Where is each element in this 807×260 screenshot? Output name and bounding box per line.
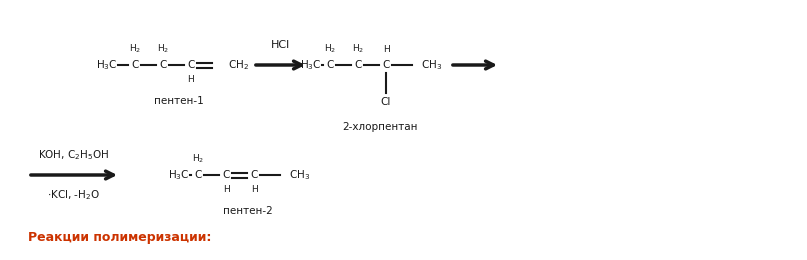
Text: C: C [383, 60, 390, 70]
Text: $\mathregular{CH_3}$: $\mathregular{CH_3}$ [421, 58, 442, 72]
Text: C: C [354, 60, 362, 70]
Text: H: H [187, 75, 194, 84]
Text: $\mathregular{CH_2}$: $\mathregular{CH_2}$ [228, 58, 249, 72]
Text: C: C [132, 60, 139, 70]
Text: $\mathregular{H_2}$: $\mathregular{H_2}$ [192, 153, 204, 165]
Text: C: C [187, 60, 194, 70]
Text: HCl: HCl [271, 40, 291, 50]
Text: H: H [383, 44, 389, 54]
Text: пентен-2: пентен-2 [223, 206, 273, 216]
Text: H: H [251, 185, 257, 194]
Text: $\mathregular{H_2}$: $\mathregular{H_2}$ [157, 43, 169, 55]
Text: Реакции полимеризации:: Реакции полимеризации: [28, 231, 211, 244]
Text: C: C [250, 170, 257, 180]
Text: C: C [159, 60, 167, 70]
Text: $\mathregular{\cdot}$KCl, -H$_2$O: $\mathregular{\cdot}$KCl, -H$_2$O [48, 188, 101, 202]
Text: C: C [222, 170, 230, 180]
Text: KOH, C$_2$H$_5$OH: KOH, C$_2$H$_5$OH [38, 148, 110, 162]
Text: H: H [223, 185, 229, 194]
Text: C: C [326, 60, 333, 70]
Text: $\mathregular{H_3C}$: $\mathregular{H_3C}$ [96, 58, 118, 72]
Text: $\mathregular{CH_3}$: $\mathregular{CH_3}$ [289, 168, 310, 182]
Text: $\mathregular{H_3C}$: $\mathregular{H_3C}$ [169, 168, 190, 182]
Text: пентен-1: пентен-1 [154, 96, 204, 106]
Text: $\mathregular{H_2}$: $\mathregular{H_2}$ [129, 43, 141, 55]
Text: $\mathregular{H_3C}$: $\mathregular{H_3C}$ [300, 58, 322, 72]
Text: Cl: Cl [381, 97, 391, 107]
Text: C: C [194, 170, 202, 180]
Text: 2-хлорпентан: 2-хлорпентан [342, 122, 418, 132]
Text: $\mathregular{H_2}$: $\mathregular{H_2}$ [352, 43, 364, 55]
Text: $\mathregular{H_2}$: $\mathregular{H_2}$ [324, 43, 337, 55]
